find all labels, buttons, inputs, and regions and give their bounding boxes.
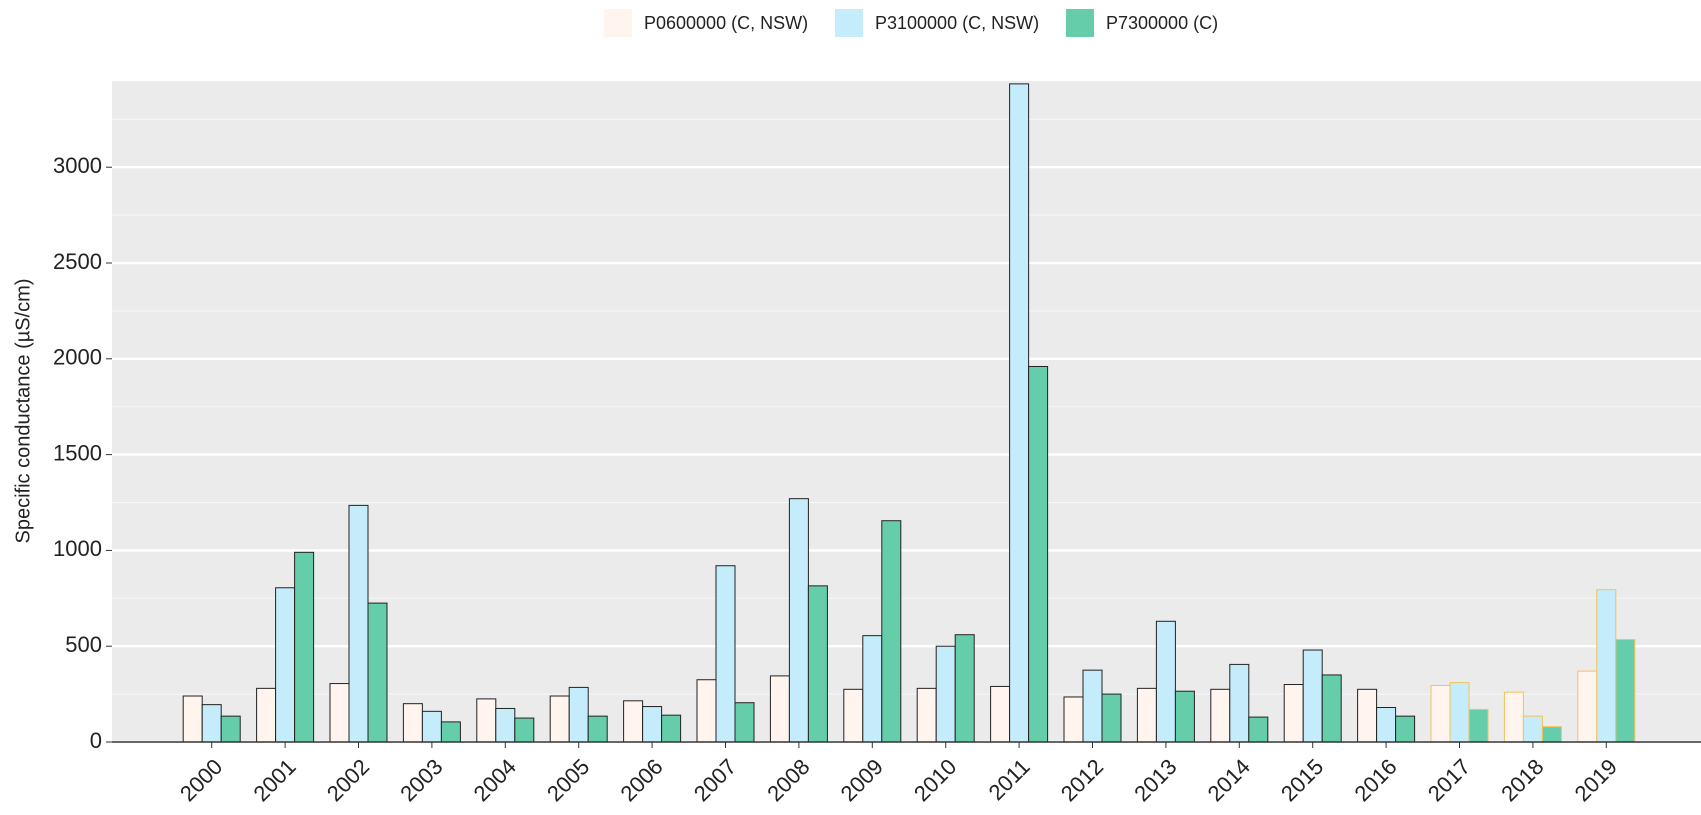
x-tick-label: 2010 xyxy=(909,754,961,806)
bar xyxy=(769,675,790,743)
bar xyxy=(568,686,589,743)
bar xyxy=(182,695,203,743)
bar xyxy=(367,602,388,743)
bar xyxy=(1283,684,1304,743)
bar xyxy=(1082,669,1103,743)
bar xyxy=(1248,716,1269,743)
x-tick-label: 2013 xyxy=(1129,754,1181,806)
x-tick-label: 2005 xyxy=(542,754,594,806)
legend-key xyxy=(604,9,632,37)
x-tick-label: 2015 xyxy=(1276,754,1328,806)
bar xyxy=(661,714,682,743)
bar xyxy=(1357,688,1378,743)
bar xyxy=(1155,620,1176,743)
bar xyxy=(495,707,516,743)
legend-key xyxy=(1066,9,1094,37)
bar xyxy=(587,715,608,743)
bar xyxy=(1395,715,1416,743)
bar xyxy=(1430,684,1451,743)
x-tick-label: 2000 xyxy=(175,754,227,806)
y-axis-label: Specific conductance (µS/cm) xyxy=(12,279,34,544)
legend-key xyxy=(835,9,863,37)
x-tick-label: 2004 xyxy=(469,754,521,806)
y-tick-label: 1500 xyxy=(53,440,102,465)
bar xyxy=(1321,674,1342,743)
bar xyxy=(696,679,717,743)
x-tick-label: 2012 xyxy=(1056,754,1108,806)
bar xyxy=(402,703,423,743)
bar xyxy=(862,635,883,743)
bar xyxy=(1009,83,1030,743)
bar xyxy=(256,687,277,743)
bar xyxy=(476,698,497,743)
x-tick-label: 2009 xyxy=(836,754,888,806)
bar xyxy=(1577,670,1598,743)
bar xyxy=(807,585,828,743)
x-tick-label: 2017 xyxy=(1423,754,1475,806)
x-tick-label: 2008 xyxy=(762,754,814,806)
x-tick-label: 2006 xyxy=(615,754,667,806)
x-tick-label: 2014 xyxy=(1203,754,1255,806)
bar xyxy=(421,710,442,743)
bar xyxy=(715,565,736,743)
bar xyxy=(935,645,956,743)
bar xyxy=(734,702,755,743)
bar xyxy=(1229,663,1250,743)
bar xyxy=(990,685,1011,743)
bar xyxy=(1596,589,1617,743)
bar xyxy=(440,721,461,743)
bar xyxy=(843,688,864,743)
bar xyxy=(549,695,570,743)
legend-label: P7300000 (C) xyxy=(1106,13,1218,33)
bar xyxy=(623,700,644,743)
y-tick-label: 500 xyxy=(65,632,102,657)
bar xyxy=(1449,682,1470,743)
x-tick-label: 2002 xyxy=(322,754,374,806)
bar xyxy=(1174,690,1195,743)
x-tick-label: 2016 xyxy=(1349,754,1401,806)
bar xyxy=(1302,649,1323,743)
y-tick-label: 1000 xyxy=(53,536,102,561)
x-tick-label: 2007 xyxy=(689,754,741,806)
legend-label: P0600000 (C, NSW) xyxy=(644,13,808,33)
bar xyxy=(1210,688,1231,743)
bar xyxy=(1468,708,1489,743)
bar xyxy=(1063,696,1084,743)
bar xyxy=(1136,687,1157,743)
bar xyxy=(1522,715,1543,743)
bar xyxy=(294,551,315,743)
bar xyxy=(881,520,902,743)
bar xyxy=(348,504,369,743)
bar xyxy=(1376,707,1397,743)
bar xyxy=(1101,693,1122,743)
bar xyxy=(916,687,937,743)
bar xyxy=(275,587,296,743)
bar xyxy=(1615,638,1636,743)
legend-label: P3100000 (C, NSW) xyxy=(875,13,1039,33)
bar xyxy=(1503,691,1524,743)
x-tick-label: 2003 xyxy=(395,754,447,806)
bar xyxy=(329,683,350,743)
y-tick-label: 2500 xyxy=(53,249,102,274)
x-tick-label: 2018 xyxy=(1496,754,1548,806)
bar xyxy=(788,498,809,743)
x-tick-label: 2001 xyxy=(248,754,300,806)
bar xyxy=(514,717,535,743)
x-tick-label: 2019 xyxy=(1570,754,1622,806)
y-tick-label: 0 xyxy=(90,728,102,753)
y-tick-label: 2000 xyxy=(53,345,102,370)
y-tick-label: 3000 xyxy=(53,153,102,178)
bar xyxy=(201,704,222,743)
bar xyxy=(1541,726,1562,743)
bar xyxy=(642,706,663,743)
bar xyxy=(1028,365,1049,743)
bar xyxy=(220,715,241,743)
x-tick-label: 2011 xyxy=(984,754,1035,805)
bar xyxy=(954,634,975,743)
